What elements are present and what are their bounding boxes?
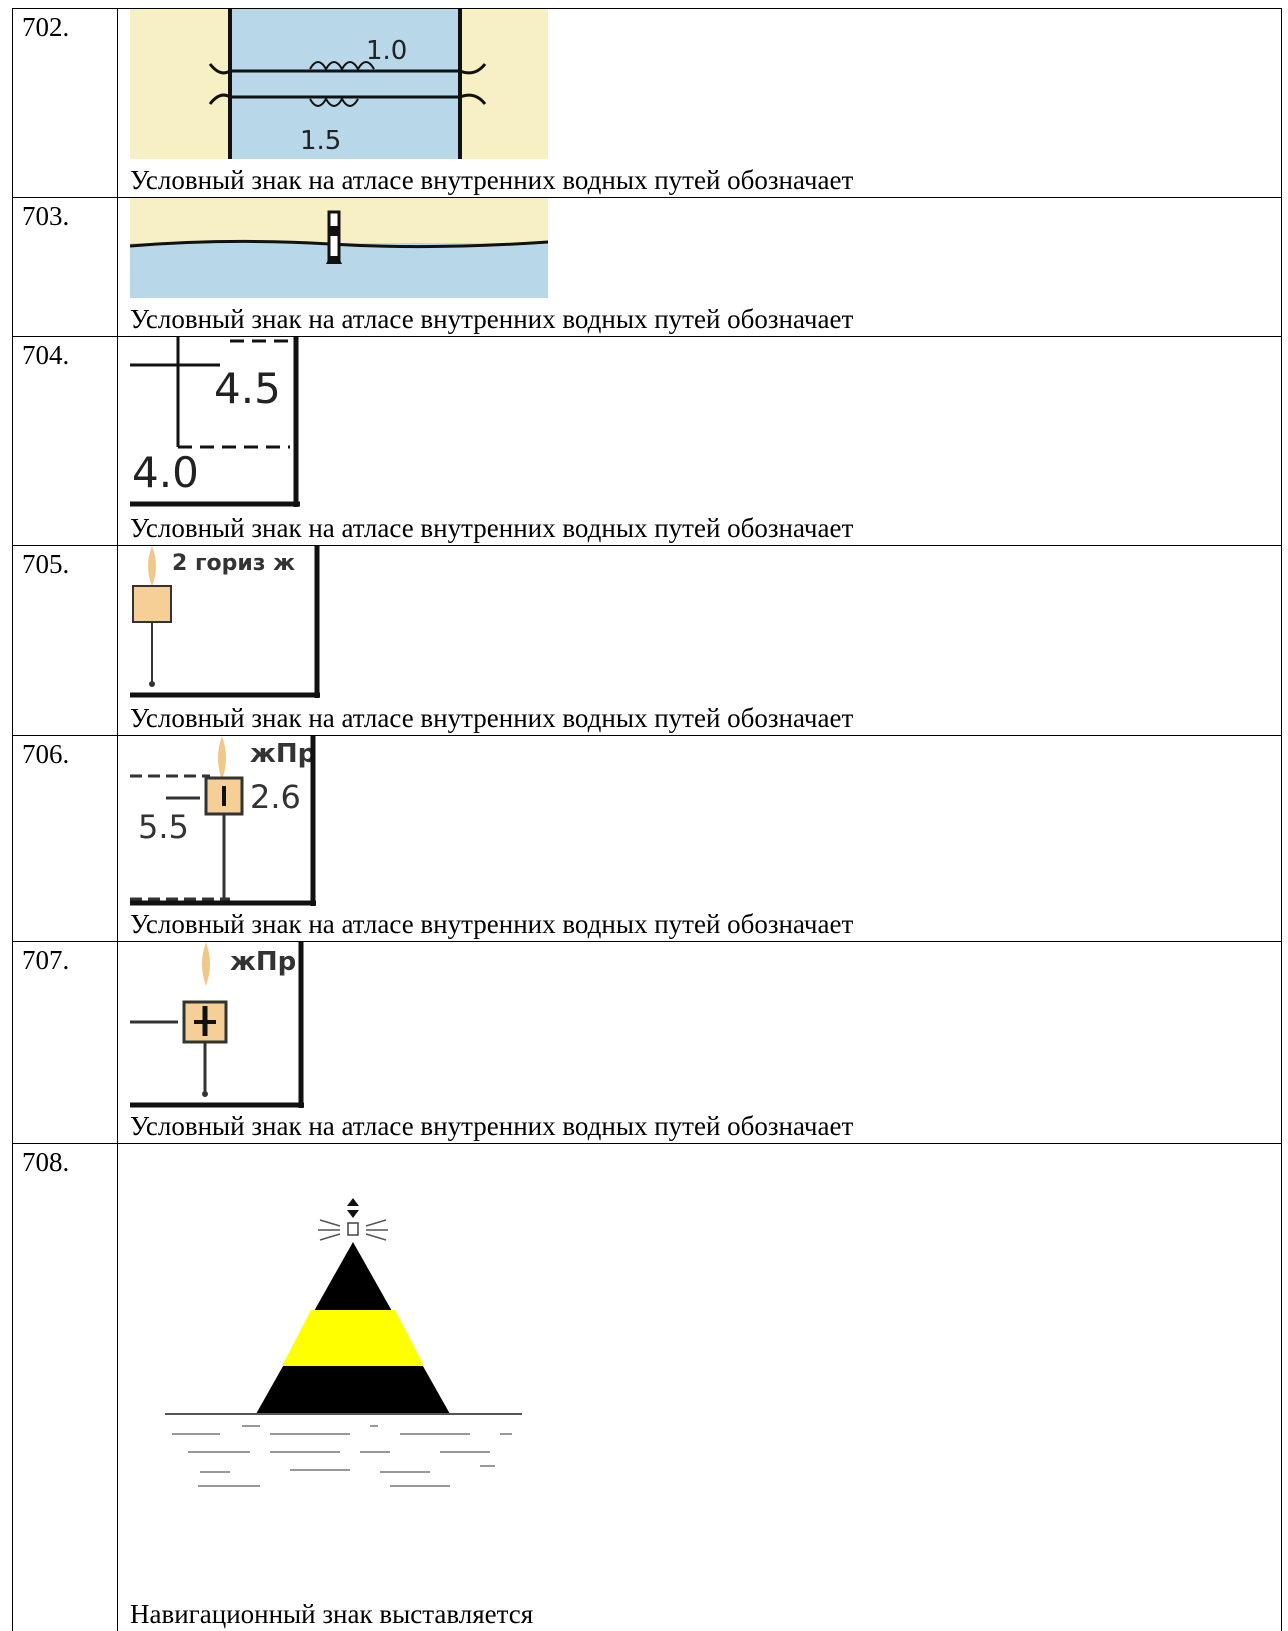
caption: Условный знак на атласе внутренних водны…: [130, 1111, 854, 1141]
chart-symbol-image: 1.0 1.5: [130, 9, 548, 159]
chart-symbol-image: жПр: [130, 942, 306, 1108]
row-border: [12, 1143, 1282, 1144]
caption: Условный знак на атласе внутренних водны…: [130, 703, 854, 733]
image-label: 4.5: [214, 364, 281, 413]
navigation-sign-image: [165, 1198, 522, 1487]
image-label: 1.5: [300, 126, 341, 156]
row-number: 703.: [22, 201, 70, 231]
table-border: [12, 8, 13, 1631]
row-number: 706.: [22, 739, 70, 769]
row-border: [12, 735, 1282, 736]
image-label: 5.5: [138, 808, 189, 846]
row-number: 707.: [22, 945, 70, 975]
table-border: [1281, 8, 1282, 1631]
row-number: 705.: [22, 549, 70, 579]
row-number: 704.: [22, 340, 70, 370]
chart-symbol-image: [130, 198, 548, 298]
caption: Условный знак на атласе внутренних водны…: [130, 165, 854, 195]
caption: Условный знак на атласе внутренних водны…: [130, 909, 854, 939]
image-label: 4.0: [132, 448, 199, 497]
table-border: [12, 8, 1282, 9]
column-border: [117, 8, 118, 1631]
caption: Навигационный знак выставляется: [130, 1599, 534, 1629]
image-label: жПр: [250, 739, 316, 769]
image-label: 2 гориз ж: [172, 551, 295, 576]
image-label: 2.6: [250, 778, 301, 816]
caption: Условный знак на атласе внутренних водны…: [130, 304, 854, 334]
row-number: 708.: [22, 1147, 70, 1177]
chart-symbol-image: жПр 2.6 5.5: [130, 736, 318, 906]
caption: Условный знак на атласе внутренних водны…: [130, 513, 854, 543]
row-number: 702.: [22, 12, 70, 42]
row-border: [12, 336, 1282, 337]
row-border: [12, 545, 1282, 546]
image-label: жПр: [230, 947, 296, 977]
image-label: 1.0: [366, 36, 407, 66]
row-border: [12, 941, 1282, 942]
chart-symbol-image: 4.5 4.0: [130, 337, 305, 507]
chart-symbol-image: 2 гориз ж: [130, 546, 322, 698]
row-border: [12, 197, 1282, 198]
